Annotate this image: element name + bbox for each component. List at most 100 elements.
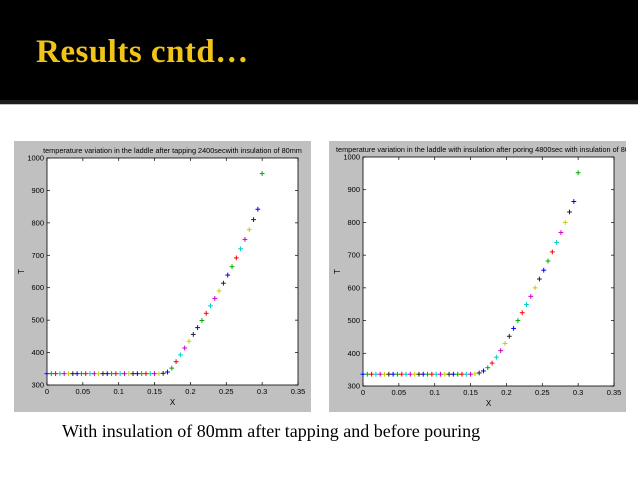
chart-1-data-point xyxy=(122,371,127,377)
chart-1-data-point xyxy=(74,371,80,377)
chart-1-data-point xyxy=(229,264,235,270)
chart-1-data-point xyxy=(156,371,162,377)
chart-1-data-point xyxy=(186,338,192,344)
chart-2-data-point xyxy=(511,326,516,331)
header-divider xyxy=(0,100,638,104)
chart-1-x-tick-label: 0.3 xyxy=(257,387,267,396)
chart-1-y-axis-label: T xyxy=(17,269,26,274)
chart-1-data-point xyxy=(96,371,102,377)
chart-2-y-axis-label: T xyxy=(333,269,342,274)
chart-1-data-point xyxy=(109,371,114,377)
chart-1-data-point xyxy=(104,371,110,377)
chart-1-data-point xyxy=(246,227,252,233)
chart-2-data-point xyxy=(562,220,568,225)
chart-1-data-point xyxy=(83,371,89,377)
slide-caption: With insulation of 80mm after tapping an… xyxy=(62,421,481,441)
chart-1-data-point xyxy=(177,352,183,358)
chart-2-data-point xyxy=(455,371,461,377)
chart-2-data-point xyxy=(403,371,409,377)
header-divider-light xyxy=(0,104,638,105)
chart-1-data-point xyxy=(255,206,261,212)
chart-2-data-point xyxy=(541,267,547,273)
chart-2-data-point xyxy=(537,276,542,282)
chart-2-x-tick-label: 0.35 xyxy=(607,388,622,397)
chart-2-data-point xyxy=(390,371,396,377)
chart-2-data-point xyxy=(567,209,572,215)
chart-2-data-point xyxy=(532,285,538,291)
chart-2-data-point xyxy=(468,371,473,377)
chart-1-data-point xyxy=(113,371,119,377)
chart-2-x-tick-label: 0.2 xyxy=(501,388,511,397)
chart-1-y-tick-label: 300 xyxy=(31,381,44,390)
chart-2-data-point xyxy=(364,371,370,377)
chart-1-data-point xyxy=(48,371,54,377)
chart-1-data-point xyxy=(173,359,179,365)
chart-1-y-tick-label: 800 xyxy=(31,218,44,227)
chart-2-data-point xyxy=(450,371,456,377)
chart-2-data-point xyxy=(498,348,504,354)
chart-1-x-tick-label: 0.1 xyxy=(113,387,123,396)
chart-1-data-point xyxy=(208,303,213,309)
chart-1-data-point xyxy=(152,371,157,377)
chart-1-data-point xyxy=(61,371,67,377)
chart-1-data-point xyxy=(53,371,59,377)
right-chart: temperature variation in the laddle with… xyxy=(333,145,626,408)
chart-1-data-point xyxy=(212,296,218,301)
chart-1-data-point xyxy=(216,288,222,294)
chart-1-data-point xyxy=(79,371,84,377)
chart-2-y-tick-label: 600 xyxy=(347,283,360,292)
chart-1-y-tick-label: 900 xyxy=(31,186,44,195)
chart-1-data-point xyxy=(221,280,226,286)
chart-2-x-tick-label: 0 xyxy=(361,388,365,397)
chart-1-data-point xyxy=(203,310,209,316)
chart-2-data-point xyxy=(360,371,366,377)
chart-2-data-point xyxy=(438,371,443,377)
chart-1-y-tick-label: 700 xyxy=(31,251,44,260)
chart-1-x-tick-label: 0 xyxy=(45,387,49,396)
chart-2-title: temperature variation in the laddle with… xyxy=(336,145,626,154)
chart-1-data-point xyxy=(100,371,106,377)
chart-1-x-tick-label: 0.35 xyxy=(291,387,306,396)
chart-1-data-point xyxy=(169,365,175,371)
left-chart-figure: temperature variation in the laddle afte… xyxy=(14,141,311,412)
chart-1-x-tick-label: 0.2 xyxy=(185,387,195,396)
chart-1-data-point xyxy=(91,371,97,377)
chart-2-x-axis-label: X xyxy=(486,399,492,408)
chart-1-data-point xyxy=(66,371,71,377)
chart-2-data-point xyxy=(524,302,529,307)
chart-1-x-axis-label: X xyxy=(170,398,176,407)
chart-1-data-point xyxy=(195,325,200,331)
chart-1-plot-area xyxy=(46,157,299,386)
chart-2-data-point xyxy=(493,354,499,360)
chart-1-data-point xyxy=(143,371,149,377)
chart-2-data-point xyxy=(545,258,551,264)
chart-2-y-tick-label: 900 xyxy=(347,185,360,194)
chart-2-data-point xyxy=(489,360,495,366)
chart-1-data-point xyxy=(225,272,231,278)
chart-2-data-point xyxy=(519,310,525,316)
chart-1-data-point xyxy=(233,255,239,261)
chart-2-data-point xyxy=(407,371,413,377)
chart-2-data-point xyxy=(446,371,452,377)
chart-1-data-point xyxy=(199,318,205,323)
chart-2-data-point xyxy=(386,371,392,377)
chart-2-y-tick-label: 400 xyxy=(347,349,360,358)
chart-1-data-point xyxy=(251,217,256,223)
chart-2-x-tick-label: 0.3 xyxy=(573,388,583,397)
chart-1-data-point xyxy=(44,371,50,377)
chart-1-data-point xyxy=(130,371,136,377)
slide-title: Results cntd… xyxy=(36,34,249,70)
chart-1-data-point xyxy=(117,371,123,377)
chart-2-data-point xyxy=(558,230,564,235)
chart-1-data-point xyxy=(134,371,140,377)
chart-2-data-point xyxy=(420,371,426,377)
chart-1-data-point xyxy=(190,332,196,337)
chart-1-data-point xyxy=(70,371,76,377)
chart-2-data-point xyxy=(399,371,405,377)
chart-2-plot-area xyxy=(362,156,615,387)
chart-2-data-point xyxy=(429,371,435,377)
chart-1-y-tick-label: 600 xyxy=(31,283,44,292)
chart-2-y-tick-label: 700 xyxy=(347,251,360,260)
slide-header: Results cntd… xyxy=(0,0,638,100)
chart-2-x-tick-label: 0.15 xyxy=(463,388,478,397)
